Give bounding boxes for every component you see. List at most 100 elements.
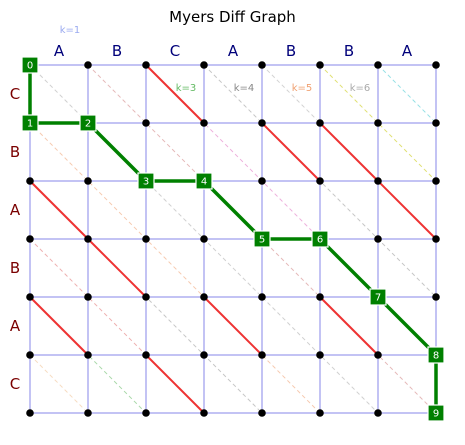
path-step-box — [427, 404, 445, 422]
grid-node — [258, 293, 266, 301]
row-letter: B — [10, 143, 20, 161]
row-letter: C — [10, 85, 20, 103]
k-diagonal-line — [29, 354, 89, 414]
column-letter: B — [286, 42, 296, 60]
match-diagonal — [29, 296, 89, 356]
row-letter: B — [10, 259, 20, 277]
row-letter: C — [10, 375, 20, 393]
grid-node — [432, 177, 440, 185]
path-step-box — [195, 172, 213, 190]
grid-node — [142, 409, 150, 417]
grid-node — [84, 409, 92, 417]
diff-path — [28, 65, 438, 413]
grid-node — [84, 177, 92, 185]
path-step-label: 5 — [259, 235, 265, 246]
path-step-marker: 6 — [311, 230, 329, 248]
column-letter: B — [344, 42, 354, 60]
path-step-marker: 7 — [369, 288, 387, 306]
grid-node — [316, 293, 324, 301]
column-letter: A — [402, 42, 413, 60]
grid-node — [316, 61, 324, 69]
path-step-label: 7 — [375, 293, 381, 304]
grid-node — [142, 235, 150, 243]
path-step-marker: 0 — [21, 56, 39, 74]
k-labels: k=1k=3k=4k=5k=6k=8k=9k=10k=11k=12 — [60, 25, 371, 94]
grid-node — [200, 351, 208, 359]
match-diagonal — [377, 180, 437, 240]
k-label: k=6 — [350, 83, 371, 94]
path-step-label: 9 — [433, 409, 439, 420]
grid-node — [374, 351, 382, 359]
match-diagonal — [145, 64, 205, 124]
k-diagonal-line — [319, 64, 437, 182]
path-step-box — [311, 230, 329, 248]
k-diagonal-line — [377, 64, 437, 124]
match-diagonal — [319, 122, 379, 182]
match-diagonal — [29, 180, 89, 240]
grid-node — [374, 235, 382, 243]
column-letter: A — [54, 42, 65, 60]
grid-node — [142, 293, 150, 301]
path-step-marker: 2 — [79, 114, 97, 132]
grid-node — [26, 235, 34, 243]
grid-node — [432, 61, 440, 69]
path-step-label: 2 — [85, 119, 91, 130]
path-step-box — [427, 346, 445, 364]
path-step-label: 6 — [317, 235, 323, 246]
grid-node — [84, 61, 92, 69]
column-letter: A — [228, 42, 239, 60]
grid-node — [142, 61, 150, 69]
grid-node — [84, 351, 92, 359]
path-step-box — [21, 114, 39, 132]
grid-node — [374, 119, 382, 127]
grid-node — [316, 351, 324, 359]
path-step-label: 3 — [143, 177, 149, 188]
path-step-marker: 9 — [427, 404, 445, 422]
grid-node — [258, 119, 266, 127]
k-diagonal-line — [145, 64, 437, 356]
grid-node — [26, 177, 34, 185]
grid-node — [26, 409, 34, 417]
path-step-box — [79, 114, 97, 132]
path-step-marker: 5 — [253, 230, 271, 248]
path-step-label: 8 — [433, 351, 439, 362]
column-letter: C — [170, 42, 180, 60]
grid-node — [26, 351, 34, 359]
path-step-label: 1 — [27, 119, 33, 130]
grid-node — [374, 61, 382, 69]
path-step-label: 0 — [27, 61, 33, 72]
grid-node — [374, 177, 382, 185]
path-step-box — [253, 230, 271, 248]
match-diagonal — [87, 238, 147, 298]
path-step-marker: 3 — [137, 172, 155, 190]
grid-node — [258, 409, 266, 417]
grid-node — [142, 119, 150, 127]
grid-node — [84, 293, 92, 301]
k-label: k=4 — [234, 83, 255, 94]
k-diagonal-line — [29, 122, 321, 414]
diff-path-line — [28, 65, 438, 413]
k-label: k=3 — [176, 83, 197, 94]
path-step-label: 4 — [201, 177, 207, 188]
grid-node — [316, 177, 324, 185]
grid-node — [200, 293, 208, 301]
grid-node — [432, 235, 440, 243]
path-step-box — [137, 172, 155, 190]
grid-node — [200, 119, 208, 127]
k-diagonal-line — [29, 296, 147, 414]
grid-node — [200, 409, 208, 417]
path-step-marker: 8 — [427, 346, 445, 364]
row-letters: C B A B A C — [10, 85, 21, 393]
match-diagonal — [261, 122, 321, 182]
grid-node — [258, 61, 266, 69]
grid-node — [84, 235, 92, 243]
grid-node — [316, 119, 324, 127]
match-diagonal — [319, 296, 379, 356]
path-steps: 0 1 2 3 4 5 6 7 8 9 — [21, 56, 445, 422]
graph-title: Myers Diff Graph — [169, 8, 296, 26]
grid-node — [432, 293, 440, 301]
match-diagonal — [145, 354, 205, 414]
